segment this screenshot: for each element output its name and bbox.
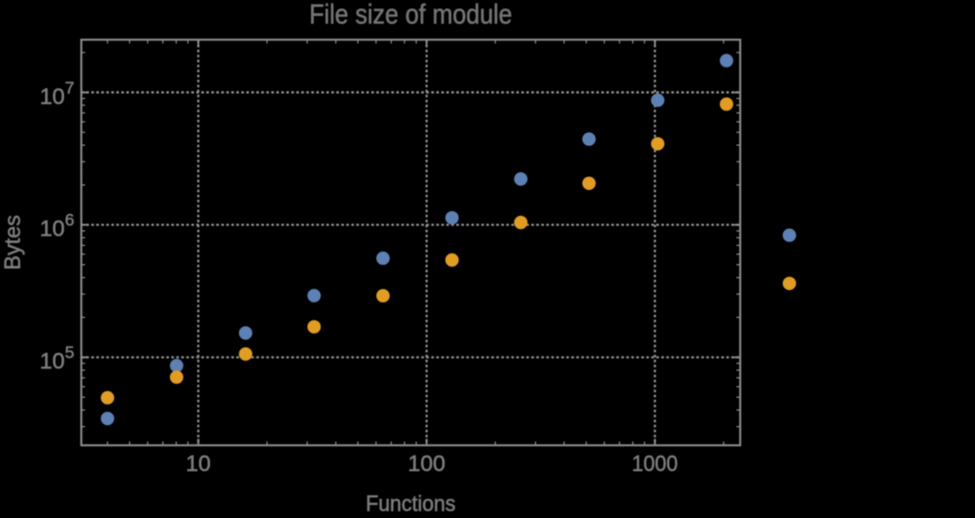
svg-text:105: 105 (40, 343, 75, 374)
svg-text:Bytes: Bytes (0, 215, 25, 270)
svg-text:1000: 1000 (632, 451, 678, 476)
svg-text:100: 100 (408, 451, 446, 476)
svg-text:10: 10 (186, 451, 211, 476)
svg-text:Functions: Functions (366, 491, 456, 513)
svg-text:File size of module: File size of module (309, 0, 512, 30)
